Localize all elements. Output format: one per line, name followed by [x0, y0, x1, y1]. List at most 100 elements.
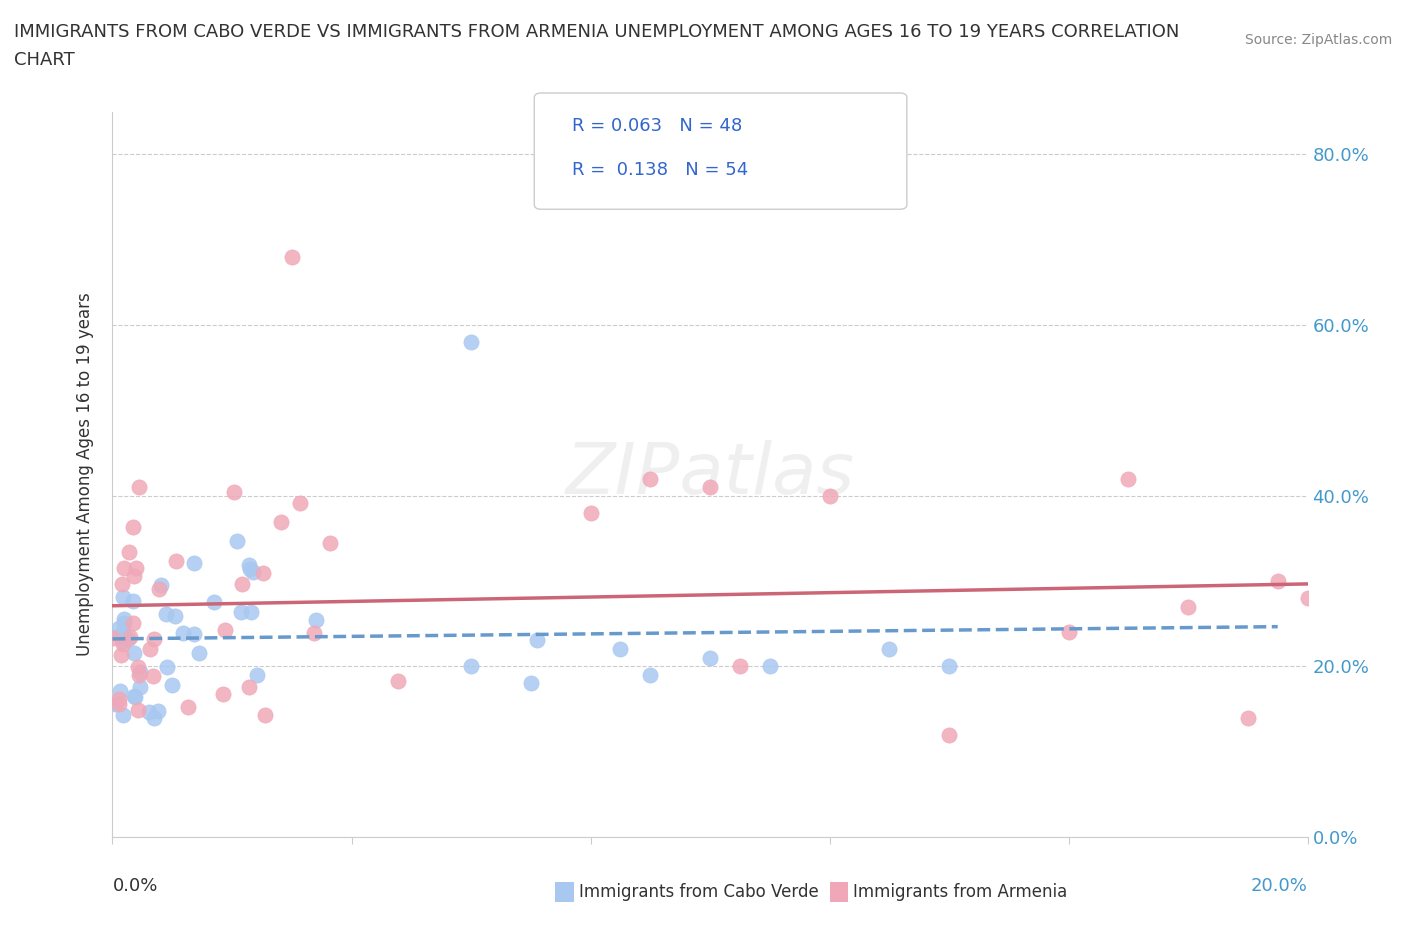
Text: R = 0.063   N = 48: R = 0.063 N = 48 [572, 116, 742, 135]
Point [111, 577, 134, 591]
Point [302, 625, 325, 640]
Point [183, 555, 205, 570]
Point [1118, 472, 1140, 486]
Point [122, 688, 145, 703]
Text: Immigrants from Armenia: Immigrants from Armenia [853, 883, 1067, 901]
Point [253, 708, 276, 723]
Point [242, 565, 264, 579]
Point [238, 680, 260, 695]
Point [127, 703, 149, 718]
Point [252, 565, 274, 580]
Point [129, 679, 152, 694]
Point [938, 658, 960, 673]
Point [1177, 599, 1199, 614]
Point [214, 622, 236, 637]
Point [156, 660, 179, 675]
Point [111, 636, 134, 651]
Point [270, 514, 292, 529]
Point [938, 727, 960, 742]
Point [319, 536, 342, 551]
Point [699, 650, 721, 665]
Point [142, 669, 165, 684]
Text: CHART: CHART [14, 51, 75, 69]
Point [579, 505, 602, 520]
Text: 20.0%: 20.0% [1251, 877, 1308, 895]
Point [172, 625, 194, 640]
Point [118, 544, 141, 559]
Point [160, 678, 183, 693]
Point [1057, 625, 1080, 640]
Point [143, 711, 166, 725]
Point [122, 520, 145, 535]
Point [117, 631, 139, 646]
Y-axis label: Unemployment Among Ages 16 to 19 years: Unemployment Among Ages 16 to 19 years [76, 292, 94, 657]
Point [101, 631, 124, 645]
Point [1296, 591, 1319, 605]
Point [1267, 574, 1289, 589]
Point [110, 647, 132, 662]
Point [526, 632, 548, 647]
Point [112, 611, 135, 626]
Point [281, 249, 304, 264]
Text: IMMIGRANTS FROM CABO VERDE VS IMMIGRANTS FROM ARMENIA UNEMPLOYMENT AMONG AGES 16: IMMIGRANTS FROM CABO VERDE VS IMMIGRANTS… [14, 23, 1180, 41]
Point [128, 479, 150, 494]
Point [124, 689, 146, 704]
Point [187, 645, 209, 660]
Point [138, 704, 160, 719]
Text: Source: ZipAtlas.com: Source: ZipAtlas.com [1244, 33, 1392, 46]
Point [122, 645, 145, 660]
Point [460, 658, 482, 673]
Point [202, 594, 225, 609]
Point [128, 668, 150, 683]
Point [111, 634, 134, 649]
Point [387, 673, 409, 688]
Point [640, 472, 662, 486]
Point [818, 488, 841, 503]
Point [142, 631, 165, 646]
Point [225, 534, 247, 549]
Point [125, 560, 148, 575]
Point [238, 557, 260, 572]
Point [112, 560, 135, 575]
Point [111, 624, 134, 639]
Point [239, 562, 262, 577]
Point [165, 554, 187, 569]
Point [149, 578, 172, 592]
Point [122, 568, 145, 583]
Point [108, 629, 131, 644]
Point [139, 641, 162, 656]
Point [245, 668, 267, 683]
Point [640, 668, 662, 683]
Point [118, 630, 141, 644]
Point [155, 607, 177, 622]
Point [176, 700, 198, 715]
Text: R =  0.138   N = 54: R = 0.138 N = 54 [572, 161, 748, 179]
Point [148, 581, 170, 596]
Point [146, 703, 169, 718]
Point [231, 577, 253, 591]
Point [699, 480, 721, 495]
Point [229, 604, 252, 619]
Point [879, 642, 901, 657]
Point [759, 658, 782, 673]
Point [108, 684, 131, 698]
Point [520, 676, 543, 691]
Point [108, 692, 131, 707]
Point [224, 485, 246, 499]
Text: 0.0%: 0.0% [112, 877, 157, 895]
Point [111, 708, 134, 723]
Point [122, 593, 145, 608]
Point [460, 335, 482, 350]
Point [212, 687, 235, 702]
Text: Immigrants from Cabo Verde: Immigrants from Cabo Verde [579, 883, 820, 901]
Point [129, 665, 152, 680]
Point [728, 658, 751, 673]
Text: ZIPatlas: ZIPatlas [565, 440, 855, 509]
Point [108, 620, 131, 635]
Point [183, 627, 205, 642]
Point [122, 616, 145, 631]
Point [305, 612, 328, 627]
Point [114, 615, 136, 630]
Point [240, 604, 263, 619]
Point [108, 697, 131, 711]
